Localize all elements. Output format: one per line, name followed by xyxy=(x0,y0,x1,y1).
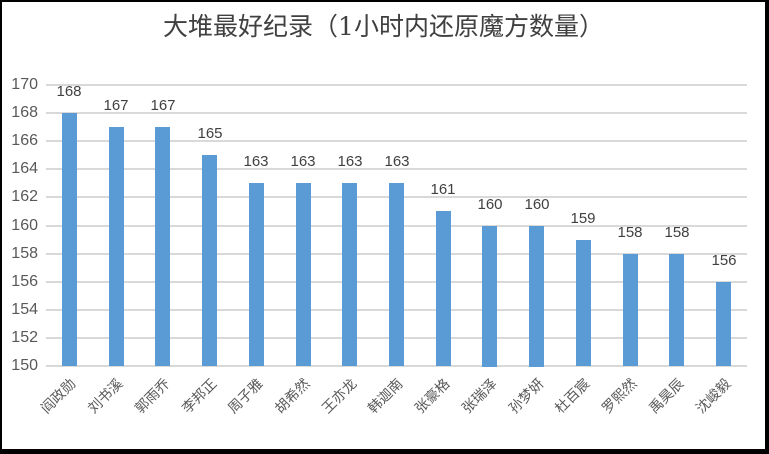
bar-value-label: 158 xyxy=(664,224,690,241)
y-axis-tick-label: 168 xyxy=(11,104,38,122)
y-axis-tick-label: 162 xyxy=(11,188,38,206)
bar-value-label: 160 xyxy=(477,196,503,213)
bar xyxy=(529,226,544,367)
y-axis-tick-label: 152 xyxy=(11,328,38,346)
bar xyxy=(109,127,124,366)
bar xyxy=(436,211,451,366)
y-axis-tick-label: 160 xyxy=(11,216,38,234)
bar xyxy=(249,183,264,366)
x-category-label: 孙梦妍 xyxy=(505,375,547,417)
x-category-label: 刘书溪 xyxy=(84,375,126,417)
bar-value-label: 158 xyxy=(617,224,643,241)
x-category-label: 韩迦南 xyxy=(364,375,406,417)
bar-value-label: 167 xyxy=(103,97,129,114)
bar xyxy=(716,282,731,366)
y-axis-tick-label: 154 xyxy=(11,300,38,318)
bar-value-label: 168 xyxy=(56,83,82,100)
bar-value-label: 163 xyxy=(243,153,269,170)
x-category-label: 禹昊辰 xyxy=(645,375,687,417)
bar xyxy=(62,113,77,366)
bar xyxy=(389,183,404,366)
x-category-label: 周子雅 xyxy=(224,375,266,417)
gridline xyxy=(46,84,747,86)
bar xyxy=(482,226,497,367)
x-category-label: 阎政勋 xyxy=(37,375,79,417)
bar xyxy=(576,240,591,366)
y-axis-tick-label: 158 xyxy=(11,244,38,262)
bar-value-label: 160 xyxy=(524,196,550,213)
bar-value-label: 161 xyxy=(430,181,456,198)
y-axis-tick-label: 156 xyxy=(11,272,38,290)
x-category-label: 杜百宸 xyxy=(551,375,593,417)
chart-title: 大堆最好纪录（1小时内还原魔方数量） xyxy=(163,12,604,41)
gridline xyxy=(46,112,747,115)
bar-value-label: 163 xyxy=(384,153,410,170)
y-axis-tick-label: 170 xyxy=(11,76,38,93)
bar-value-label: 163 xyxy=(337,153,363,170)
bar-value-label: 159 xyxy=(570,210,596,227)
bar xyxy=(202,155,217,366)
bar xyxy=(623,254,638,366)
x-category-label: 李邦正 xyxy=(178,375,220,417)
x-category-label: 张豪格 xyxy=(411,375,453,417)
y-axis-tick-label: 166 xyxy=(11,132,38,150)
bar-value-label: 167 xyxy=(150,97,176,114)
bar xyxy=(296,183,311,366)
bar-value-label: 156 xyxy=(711,252,737,269)
y-axis-tick-label: 150 xyxy=(11,357,38,374)
bar xyxy=(669,254,684,366)
bar-value-label: 165 xyxy=(197,125,223,142)
gridline xyxy=(46,140,747,143)
x-category-label: 王亦龙 xyxy=(318,375,360,417)
x-category-label: 沈峻毅 xyxy=(692,375,734,417)
x-category-label: 胡希然 xyxy=(271,375,313,417)
x-category-label: 罗熙然 xyxy=(598,375,640,417)
x-category-label: 张瑞泽 xyxy=(458,375,500,417)
bar-value-label: 163 xyxy=(290,153,316,170)
gridline xyxy=(46,365,747,367)
bar xyxy=(155,127,170,366)
x-category-label: 郭雨乔 xyxy=(131,375,173,417)
plot-area: 150 152 154 156 158 160 162 164 166 168 170 168 阎政勋 1… xyxy=(2,2,765,449)
y-axis-tick-label: 164 xyxy=(11,160,38,178)
bar xyxy=(342,183,357,366)
gridline xyxy=(46,168,747,171)
